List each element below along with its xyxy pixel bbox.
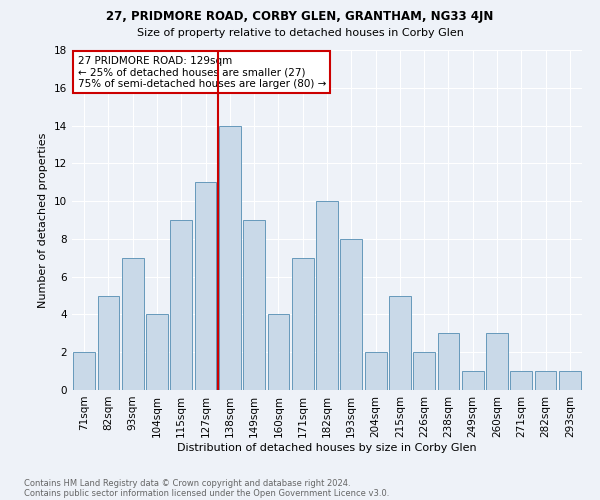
Bar xyxy=(146,314,168,390)
Text: Size of property relative to detached houses in Corby Glen: Size of property relative to detached ho… xyxy=(137,28,463,38)
Bar xyxy=(194,182,217,390)
X-axis label: Distribution of detached houses by size in Corby Glen: Distribution of detached houses by size … xyxy=(177,442,477,452)
Bar xyxy=(559,371,581,390)
Text: 27, PRIDMORE ROAD, CORBY GLEN, GRANTHAM, NG33 4JN: 27, PRIDMORE ROAD, CORBY GLEN, GRANTHAM,… xyxy=(106,10,494,23)
Bar xyxy=(486,334,508,390)
Bar xyxy=(389,296,411,390)
Bar xyxy=(292,258,314,390)
Bar xyxy=(535,371,556,390)
Bar xyxy=(462,371,484,390)
Bar xyxy=(511,371,532,390)
Text: Contains HM Land Registry data © Crown copyright and database right 2024.: Contains HM Land Registry data © Crown c… xyxy=(24,478,350,488)
Bar xyxy=(413,352,435,390)
Bar xyxy=(97,296,119,390)
Text: Contains public sector information licensed under the Open Government Licence v3: Contains public sector information licen… xyxy=(24,488,389,498)
Y-axis label: Number of detached properties: Number of detached properties xyxy=(38,132,49,308)
Bar xyxy=(243,220,265,390)
Bar xyxy=(73,352,95,390)
Bar xyxy=(219,126,241,390)
Bar xyxy=(340,239,362,390)
Bar xyxy=(437,334,460,390)
Text: 27 PRIDMORE ROAD: 129sqm
← 25% of detached houses are smaller (27)
75% of semi-d: 27 PRIDMORE ROAD: 129sqm ← 25% of detach… xyxy=(77,56,326,89)
Bar xyxy=(365,352,386,390)
Bar xyxy=(316,201,338,390)
Bar xyxy=(122,258,143,390)
Bar xyxy=(268,314,289,390)
Bar xyxy=(170,220,192,390)
